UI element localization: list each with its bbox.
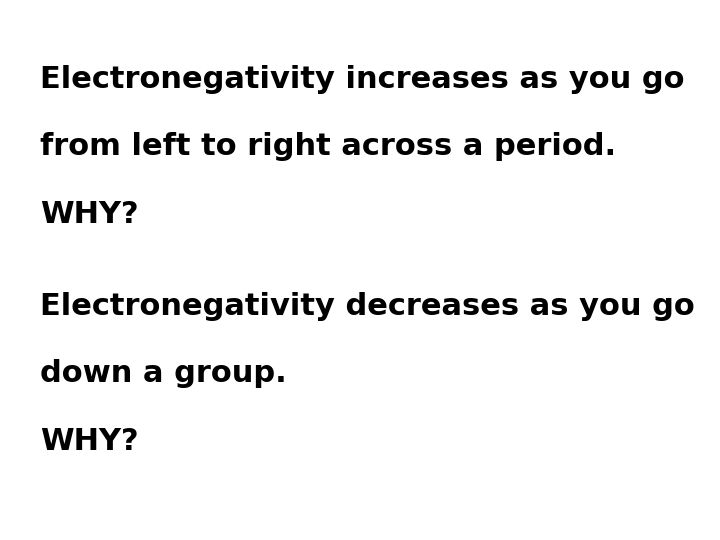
Text: from left to right across a period.: from left to right across a period. (40, 132, 616, 161)
Text: down a group.: down a group. (40, 359, 287, 388)
Text: WHY?: WHY? (40, 200, 138, 229)
Text: Electronegativity increases as you go: Electronegativity increases as you go (40, 65, 684, 94)
Text: WHY?: WHY? (40, 427, 138, 456)
Text: Electronegativity decreases as you go: Electronegativity decreases as you go (40, 292, 694, 321)
